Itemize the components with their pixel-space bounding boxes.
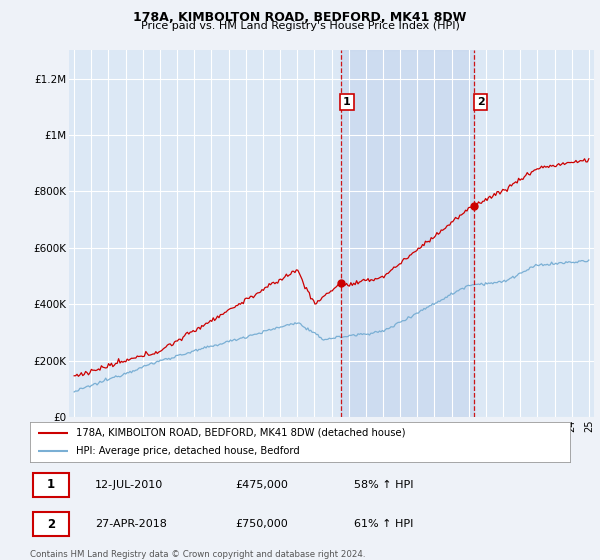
FancyBboxPatch shape [33,473,70,497]
Text: £750,000: £750,000 [235,519,288,529]
Text: 27-APR-2018: 27-APR-2018 [95,519,167,529]
Bar [341,50,474,417]
Text: 2: 2 [47,517,55,531]
Text: 2: 2 [477,97,485,107]
Text: 1: 1 [343,97,351,107]
Text: 58% ↑ HPI: 58% ↑ HPI [354,480,413,490]
Text: Contains HM Land Registry data © Crown copyright and database right 2024.
This d: Contains HM Land Registry data © Crown c… [30,550,365,560]
FancyBboxPatch shape [33,512,70,536]
Text: 1: 1 [47,478,55,492]
Text: 178A, KIMBOLTON ROAD, BEDFORD, MK41 8DW: 178A, KIMBOLTON ROAD, BEDFORD, MK41 8DW [133,11,467,24]
Text: 178A, KIMBOLTON ROAD, BEDFORD, MK41 8DW (detached house): 178A, KIMBOLTON ROAD, BEDFORD, MK41 8DW … [76,428,406,437]
Text: Price paid vs. HM Land Registry's House Price Index (HPI): Price paid vs. HM Land Registry's House … [140,21,460,31]
Text: 12-JUL-2010: 12-JUL-2010 [95,480,163,490]
Text: £475,000: £475,000 [235,480,288,490]
Text: HPI: Average price, detached house, Bedford: HPI: Average price, detached house, Bedf… [76,446,299,456]
Text: 61% ↑ HPI: 61% ↑ HPI [354,519,413,529]
